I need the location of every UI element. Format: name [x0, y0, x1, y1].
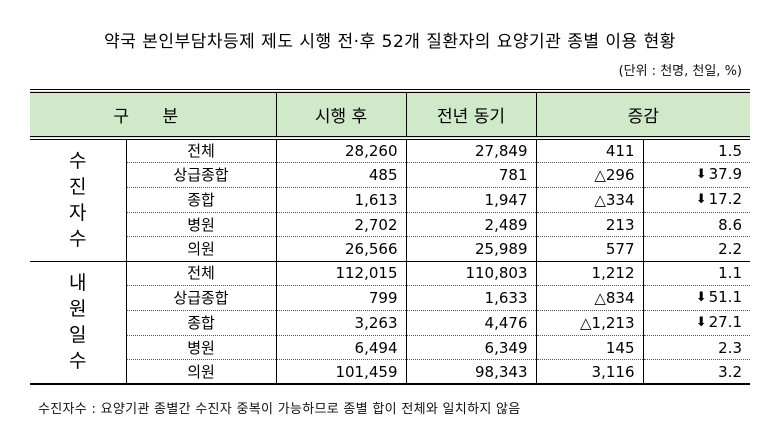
value-diff: 213 — [535, 212, 643, 238]
header-category: 구 분 — [30, 89, 276, 140]
rate-value: 27.1 — [708, 312, 742, 331]
table-row: 의원 26,566 25,989 577 2.2 — [30, 236, 750, 262]
value-rate: 2.3 — [642, 335, 750, 361]
value-rate: ⬇ 51.1 — [642, 285, 750, 311]
value-rate: ⬇ 17.2 — [642, 187, 750, 213]
section-label-char: 수 — [69, 150, 87, 173]
value-diff: 1,212 — [535, 261, 643, 286]
value-after: 3,263 — [275, 310, 406, 336]
value-diff: △296 — [535, 162, 643, 188]
row-label: 상급종합 — [125, 162, 276, 188]
section-patients: 수 진 자 수 전체 28,260 27,849 411 1.5 상급종합 485 781 △296 ⬇ 3… — [30, 138, 750, 262]
rate-value: 37.9 — [708, 165, 742, 183]
table-row: 의원 101,459 98,343 3,116 3.2 — [30, 359, 750, 385]
section-label-char: 진 — [69, 176, 87, 199]
value-after: 2,702 — [275, 212, 406, 238]
table-row: 종합 1,613 1,947 △334 ⬇ 17.2 — [30, 187, 750, 213]
value-after: 112,015 — [275, 261, 406, 286]
row-label: 병원 — [125, 212, 276, 238]
rate-value: 8.6 — [718, 215, 742, 234]
rate-value: 1.1 — [718, 264, 742, 283]
value-rate: 1.1 — [642, 261, 750, 286]
footnote: 수진자수 : 요양기관 종별간 수진자 중복이 가능하므로 종별 합이 전체와 … — [38, 402, 521, 417]
value-diff: 577 — [535, 236, 643, 262]
value-after: 26,566 — [275, 236, 406, 262]
value-prev: 1,633 — [405, 285, 536, 311]
value-diff: △1,213 — [535, 310, 643, 336]
value-diff: △834 — [535, 285, 643, 311]
section-visit-days: 내 원 일 수 전체 112,015 110,803 1,212 1.1 상급종합 799 1,633… — [30, 261, 750, 385]
value-prev: 2,489 — [405, 212, 536, 238]
table-row: 상급종합 485 781 △296 ⬇ 37.9 — [30, 162, 750, 188]
row-label: 전체 — [125, 261, 276, 286]
value-prev: 110,803 — [405, 261, 536, 286]
rate-value: 17.2 — [708, 190, 742, 208]
value-rate: ⬇ 37.9 — [642, 162, 750, 188]
rate-value: 51.1 — [708, 287, 742, 306]
header-prev: 전년 동기 — [405, 89, 536, 140]
section-label-char: 자 — [69, 202, 87, 225]
value-prev: 4,476 — [405, 310, 536, 336]
value-prev: 98,343 — [405, 359, 536, 385]
value-after: 6,494 — [275, 335, 406, 361]
unit-note: (단위 : 천명, 천일, %) — [618, 64, 742, 79]
value-prev: 27,849 — [405, 138, 536, 163]
value-prev: 781 — [405, 162, 536, 188]
value-rate: 1.5 — [642, 138, 750, 163]
down-arrow-icon: ⬇ — [695, 289, 707, 305]
usage-table: 구 분 시행 후 전년 동기 증감 수 진 자 수 전체 28,260 27,849 411 1… — [30, 89, 750, 385]
value-diff: 145 — [535, 335, 643, 361]
row-label: 의원 — [125, 236, 276, 262]
row-label: 병원 — [125, 335, 276, 361]
rate-value: 1.5 — [718, 142, 742, 160]
table-row: 상급종합 799 1,633 △834 ⬇ 51.1 — [30, 285, 750, 311]
value-prev: 6,349 — [405, 335, 536, 361]
rate-value: 3.2 — [718, 362, 742, 381]
value-after: 101,459 — [275, 359, 406, 385]
row-label: 종합 — [125, 187, 276, 213]
row-label: 의원 — [125, 359, 276, 385]
rate-value: 2.3 — [718, 338, 742, 357]
value-diff: 411 — [535, 138, 643, 163]
down-arrow-icon: ⬇ — [695, 167, 707, 182]
header-after: 시행 후 — [275, 89, 406, 140]
row-label: 상급종합 — [125, 285, 276, 311]
section-label-char: 내 — [69, 272, 87, 295]
value-prev: 25,989 — [405, 236, 536, 262]
document-title: 약국 본인부담차등제 제도 시행 전·후 52개 질환자의 요양기관 종별 이용… — [104, 32, 676, 52]
value-rate: ⬇ 27.1 — [642, 310, 750, 336]
value-after: 485 — [275, 162, 406, 188]
value-rate: 2.2 — [642, 236, 750, 262]
section-label-char: 수 — [69, 228, 87, 251]
section-label-char: 일 — [69, 324, 87, 347]
value-after: 799 — [275, 285, 406, 311]
down-arrow-icon: ⬇ — [695, 314, 707, 330]
section-label-char: 원 — [69, 298, 87, 321]
value-prev: 1,947 — [405, 187, 536, 213]
table-row: 종합 3,263 4,476 △1,213 ⬇ 27.1 — [30, 310, 750, 336]
header-row: 구 분 시행 후 전년 동기 증감 — [30, 89, 750, 140]
row-label: 종합 — [125, 310, 276, 336]
header-change: 증감 — [535, 89, 750, 140]
value-rate: 3.2 — [642, 359, 750, 385]
table-row: 병원 6,494 6,349 145 2.3 — [30, 335, 750, 361]
down-arrow-icon: ⬇ — [695, 192, 707, 207]
rate-value: 2.2 — [718, 239, 742, 258]
row-label: 전체 — [125, 138, 276, 163]
value-diff: △334 — [535, 187, 643, 213]
value-after: 1,613 — [275, 187, 406, 213]
table-row: 병원 2,702 2,489 213 8.6 — [30, 212, 750, 238]
section-label-char: 수 — [69, 350, 87, 373]
table-row: 내 원 일 수 전체 112,015 110,803 1,212 1.1 — [30, 261, 750, 385]
value-after: 28,260 — [275, 138, 406, 163]
value-diff: 3,116 — [535, 359, 643, 385]
table-row: 수 진 자 수 전체 28,260 27,849 411 1.5 — [30, 138, 750, 262]
value-rate: 8.6 — [642, 212, 750, 238]
